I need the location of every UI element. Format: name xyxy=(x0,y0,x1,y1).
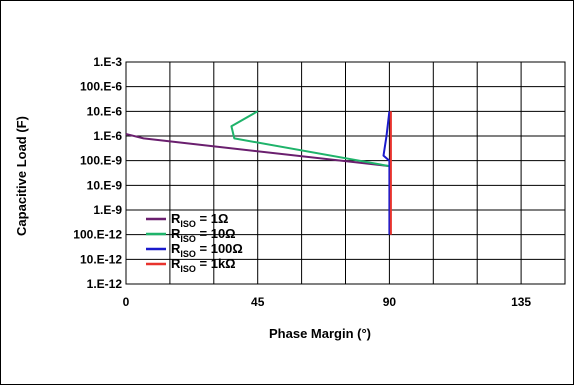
x-tick-label: 90 xyxy=(383,295,397,309)
series-line xyxy=(382,111,391,235)
legend-label: RISO = 10Ω xyxy=(171,226,236,244)
x-tick-label: 135 xyxy=(511,295,531,309)
y-tick-label: 100.E-12 xyxy=(73,228,122,242)
x-tick-labels: 0 45 90 135 xyxy=(123,295,532,309)
y-tick-label: 100.E-6 xyxy=(80,80,122,94)
plot-area xyxy=(125,61,566,285)
y-tick-labels: 1.E-3 100.E-6 10.E-6 1.E-6 100.E-9 10.E-9 1.E-… xyxy=(73,55,122,291)
x-tick-label: 0 xyxy=(123,295,130,309)
legend-label: RISO = 100Ω xyxy=(171,241,243,259)
y-tick-label: 100.E-9 xyxy=(80,154,122,168)
y-tick-label: 1.E-3 xyxy=(93,55,122,69)
y-tick-label: 10.E-9 xyxy=(87,178,123,192)
y-tick-label: 1.E-12 xyxy=(87,277,123,291)
series-line xyxy=(230,110,390,168)
legend-label: RISO = 1kΩ xyxy=(171,256,236,274)
y-axis-title: Capacitive Load (F) xyxy=(14,116,29,236)
y-tick-label: 10.E-6 xyxy=(87,104,123,118)
y-tick-label: 1.E-9 xyxy=(93,203,122,217)
x-tick-label: 45 xyxy=(251,295,265,309)
legend-label: RISO = 1Ω xyxy=(171,211,228,229)
series-lines xyxy=(125,110,392,235)
y-tick-label: 1.E-6 xyxy=(93,129,122,143)
series-line xyxy=(125,133,390,168)
y-tick-label: 10.E-12 xyxy=(80,252,122,266)
x-axis-title: Phase Margin (°) xyxy=(269,326,371,341)
